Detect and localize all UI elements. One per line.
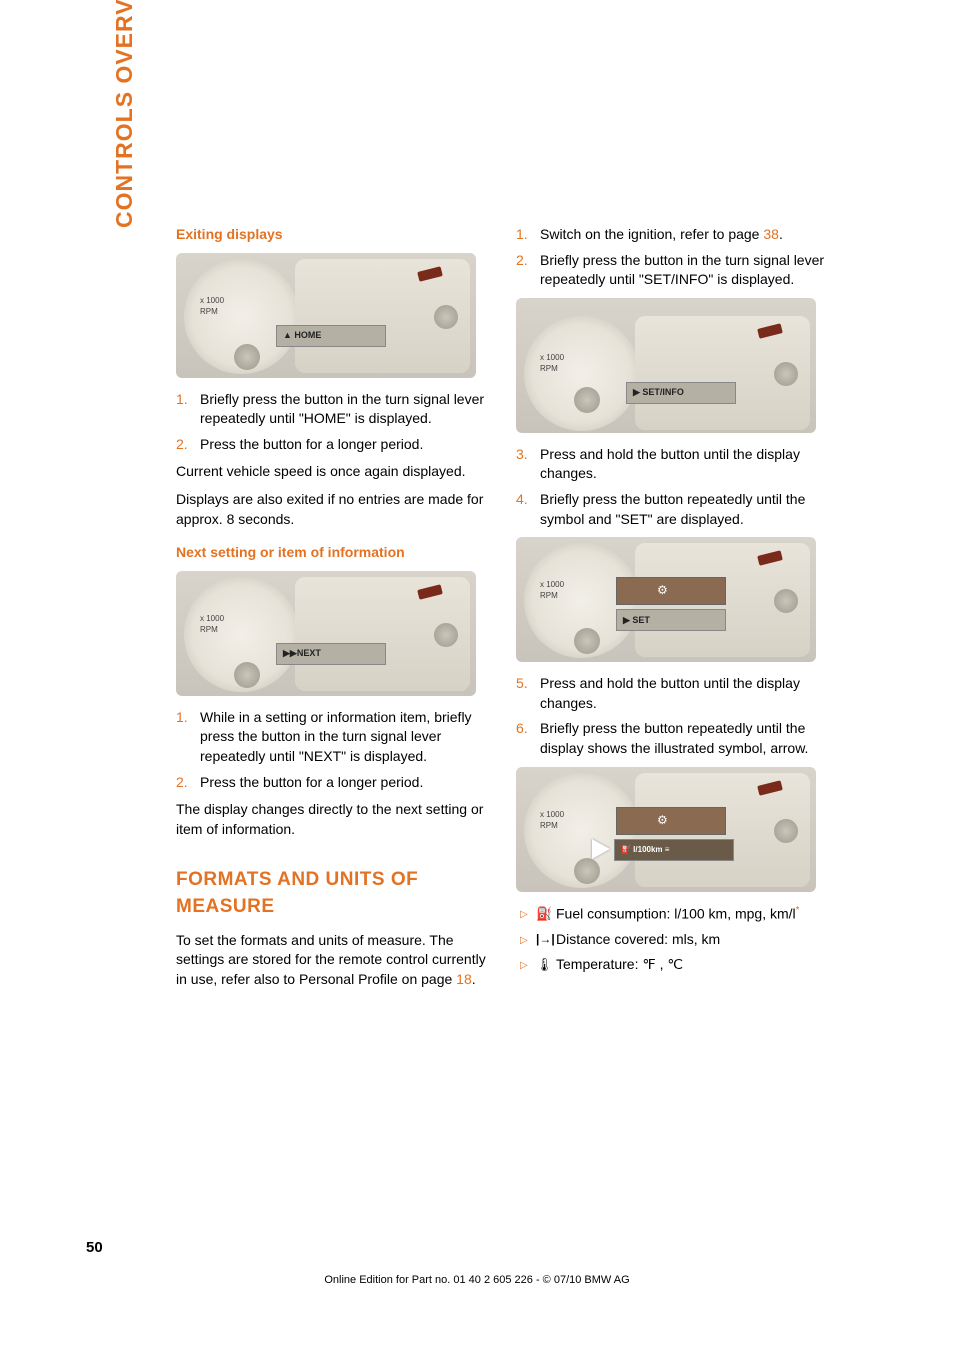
figure-exiting-home: ▲ HOME [176,253,476,378]
heading-formats: FORMATS AND UNITS OF MEASURE [176,867,496,920]
display-next-text: ▶▶NEXT [276,643,386,665]
heading-exiting: Exiting displays [176,225,496,245]
next-steps: While in a setting or information item, … [176,708,496,792]
paragraph: Current vehicle speed is once again disp… [176,462,496,482]
figure-next: ▶▶NEXT [176,571,476,696]
list-item: Press the button for a longer period. [176,435,496,455]
triangle-icon: ▷ [520,959,528,973]
exiting-steps: Briefly press the button in the turn sig… [176,390,496,455]
list-item: Press the button for a longer period. [176,773,496,793]
list-item: ▷ |→| Distance covered: mls, km [516,930,836,950]
display-setinfo-text: ▶ SET/INFO [626,382,736,404]
list-item: Press and hold the button until the disp… [516,674,836,713]
page-number: 50 [86,1237,103,1258]
list-item: Briefly press the button repeatedly unti… [516,490,836,529]
temperature-icon: 🌡 [536,956,553,974]
distance-icon: |→| [536,931,555,948]
right-steps-2: Press and hold the button until the disp… [516,445,836,529]
heading-next: Next setting or item of information [176,543,496,563]
page-link-38[interactable]: 38 [763,226,779,242]
right-steps-1: Switch on the ignition, refer to page 38… [516,225,836,290]
list-item: ▷ 🌡 Temperature: ℉ , ℃ [516,955,836,975]
figure-set: ⚙ ▶ SET [516,537,816,662]
right-column: Switch on the ignition, refer to page 38… [516,225,836,997]
list-item: Switch on the ignition, refer to page 38… [516,225,836,245]
content-area: Exiting displays ▲ HOME Briefly press th… [176,225,836,997]
arrow-icon [592,839,610,859]
list-item: Briefly press the button in the turn sig… [176,390,496,429]
figure-units: ⚙ ⛽ l/100km ≡ [516,767,816,892]
display-units-text: ⛽ l/100km ≡ [614,839,734,861]
display-set-text: ▶ SET [616,609,726,631]
triangle-icon: ▷ [520,908,528,922]
fuel-icon: ⛽ [536,905,552,923]
right-steps-3: Press and hold the button until the disp… [516,674,836,758]
list-item: Press and hold the button until the disp… [516,445,836,484]
units-bullet-list: ▷ ⛽ Fuel consumption: l/100 km, mpg, km/… [516,904,836,975]
list-item: ▷ ⛽ Fuel consumption: l/100 km, mpg, km/… [516,904,836,924]
list-item: While in a setting or information item, … [176,708,496,767]
footer-text: Online Edition for Part no. 01 40 2 605 … [0,1273,954,1288]
figure-setinfo: ▶ SET/INFO [516,298,816,433]
paragraph: Displays are also exited if no entries a… [176,490,496,529]
left-column: Exiting displays ▲ HOME Briefly press th… [176,225,496,997]
triangle-icon: ▷ [520,934,528,948]
page-link-18[interactable]: 18 [456,971,472,987]
display-home-text: ▲ HOME [276,325,386,347]
sidebar-tab: CONTROLS OVERVIEW [108,0,140,228]
paragraph: To set the formats and units of measure.… [176,931,496,990]
paragraph: The display changes directly to the next… [176,800,496,839]
list-item: Briefly press the button in the turn sig… [516,251,836,290]
list-item: Briefly press the button repeatedly unti… [516,719,836,758]
star-note: * [796,905,800,916]
